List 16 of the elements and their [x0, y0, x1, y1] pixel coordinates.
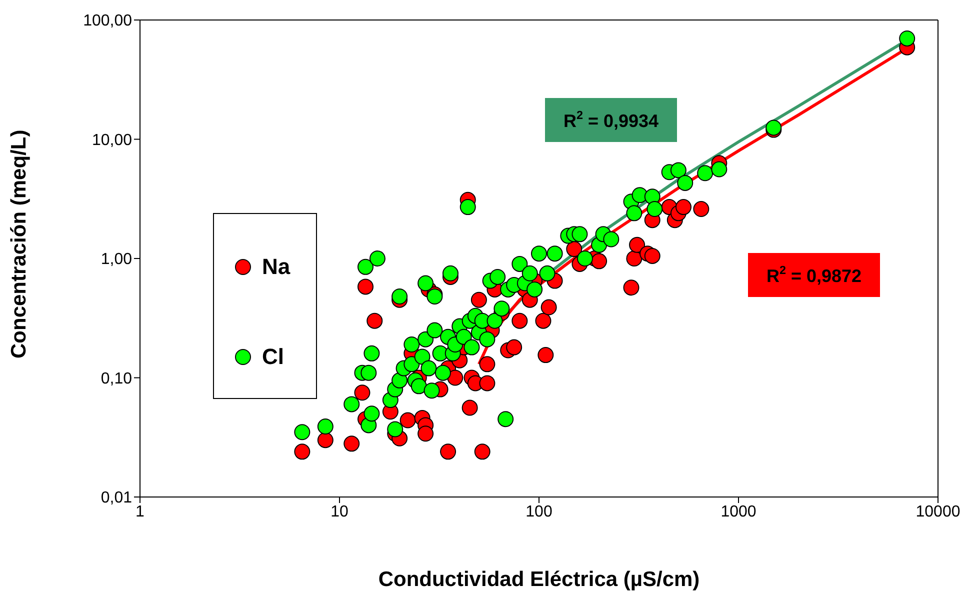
x-tick-label: 10 [330, 503, 348, 520]
x-tick-label: 10000 [916, 503, 960, 520]
x-tick-label: 1000 [720, 503, 756, 520]
y-tick-label: 100,00 [83, 12, 132, 30]
y-tick-label: 10,00 [92, 132, 132, 149]
y-tick-label: 1,00 [100, 251, 132, 268]
annotation: R$^{2}$ = 0,9872 [766, 264, 862, 286]
legend-label: Na [262, 254, 290, 280]
y-tick-label: 0,10 [100, 370, 132, 388]
x-tick-label: 100 [526, 503, 552, 520]
legend-label: Cl [262, 344, 284, 370]
y-tick-label: 0,01 [100, 490, 132, 507]
y-axis-title: Concentración (meq/L) [7, 130, 30, 358]
annotation: R$^{2}$ = 0,9934 [563, 108, 659, 131]
x-axis-title: Conductividad Eléctrica (µS/cm) [378, 568, 700, 591]
x-tick-label: 1 [136, 503, 145, 520]
